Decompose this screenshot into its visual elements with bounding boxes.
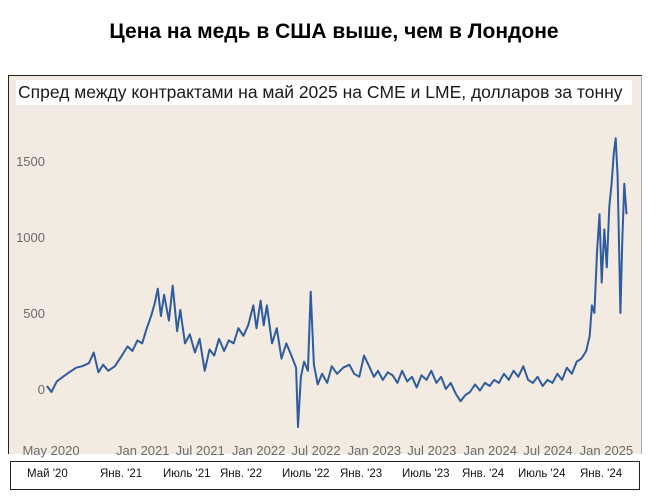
- x-tick-label: Jan 2021: [116, 443, 170, 458]
- x-tick-label: Jan 2024: [463, 443, 517, 458]
- translated-axis-label: Июль '23: [402, 468, 450, 480]
- translated-axis-label: Янв. '24: [462, 468, 505, 480]
- headline: Цена на медь в США выше, чем в Лондоне: [109, 20, 559, 43]
- y-tick-label: 500: [23, 306, 45, 321]
- translated-axis-label: Май '20: [27, 468, 68, 480]
- x-axis: May 2020 Jan 2021 Jul 2021 Jan 2022 Jul 2022…: [22, 443, 633, 458]
- translated-axis-label: Июль '21: [163, 468, 211, 480]
- x-tick-label: Jul 2024: [523, 443, 572, 458]
- x-tick-label: Jan 2025: [580, 443, 634, 458]
- translated-axis-label: Июль '24: [518, 468, 566, 480]
- translated-axis-label: Янв. '22: [220, 468, 263, 480]
- y-axis: 0 500 1000 1500: [16, 154, 45, 397]
- translated-axis-label: Янв. '21: [100, 468, 143, 480]
- translated-axis-bar: [10, 461, 640, 490]
- chart-subtitle: Спред между контрактами на май 2025 на C…: [16, 80, 632, 105]
- x-tick-label: May 2020: [22, 443, 79, 458]
- x-tick-label: Jan 2023: [348, 443, 402, 458]
- x-tick-label: Jul 2023: [407, 443, 456, 458]
- y-tick-label: 0: [38, 382, 45, 397]
- y-tick-label: 1000: [16, 230, 45, 245]
- translated-axis-label: Янв. '24: [580, 468, 623, 480]
- translated-axis-label: Янв. '23: [340, 468, 383, 480]
- chart-panel: [8, 75, 642, 454]
- translated-axis-label: Июль '22: [282, 468, 330, 480]
- x-tick-label: Jan 2022: [232, 443, 286, 458]
- series-line: [46, 137, 628, 428]
- y-tick-label: 1500: [16, 154, 45, 169]
- x-tick-label: Jul 2021: [176, 443, 225, 458]
- x-tick-label: Jul 2022: [291, 443, 340, 458]
